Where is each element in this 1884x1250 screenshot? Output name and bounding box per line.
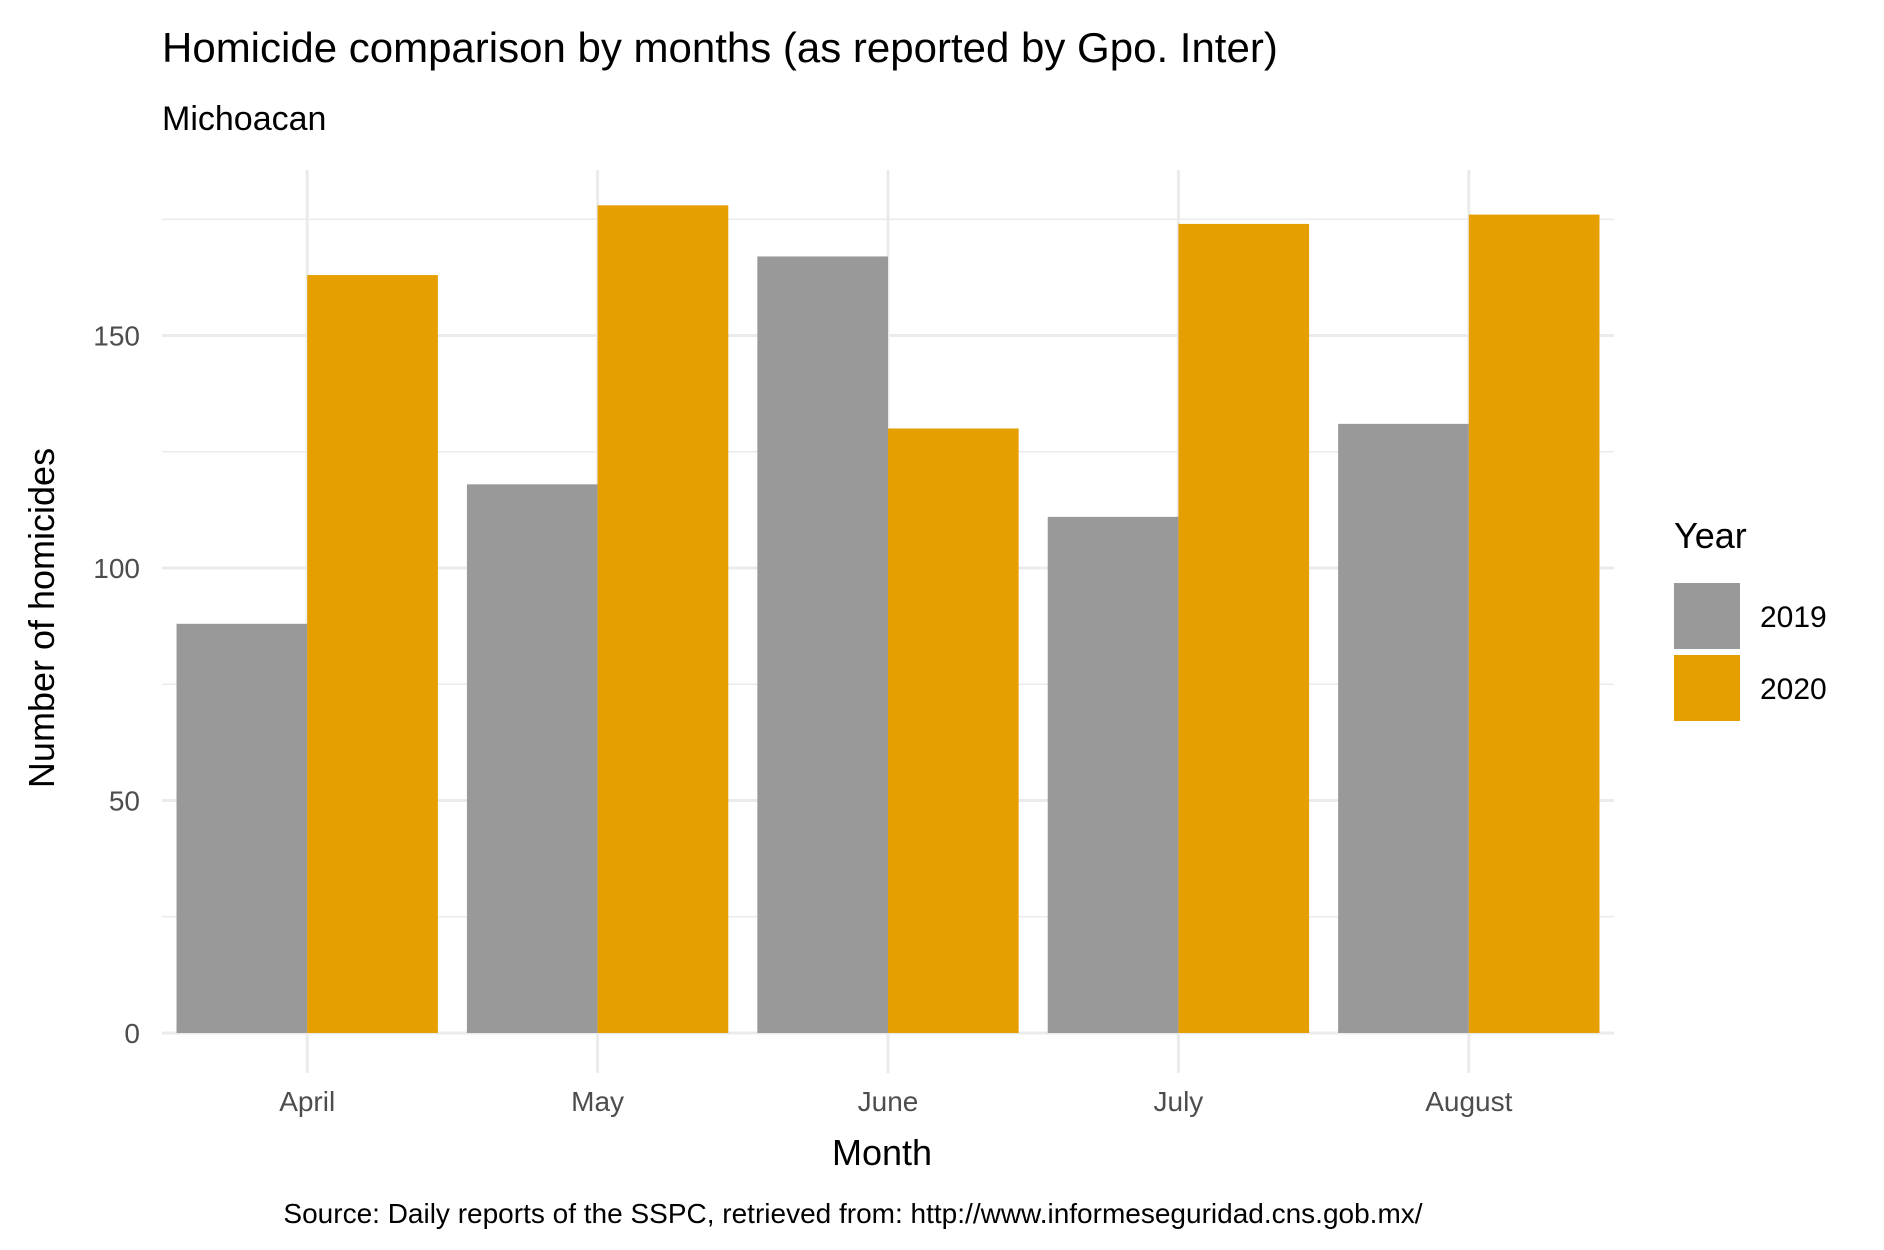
x-tick-label: May [571,1086,624,1117]
bar-june-2019 [757,256,888,1033]
x-tick-label: June [858,1086,919,1117]
bar-april-2020 [307,275,438,1033]
legend-label-2020: 2020 [1760,673,1827,706]
y-axis-title: Number of homicides [21,448,62,788]
legend: Year 2019 2020 [1674,515,1827,721]
bar-may-2019 [466,484,598,1033]
x-tick-label: July [1154,1086,1204,1117]
x-tick-label: August [1425,1086,1512,1117]
legend-items: 2019 2020 [1674,583,1827,721]
x-axis-title: Month [832,1132,932,1173]
bar-june-2020 [888,428,1019,1033]
bar-july-2019 [1047,516,1179,1033]
bar-august-2020 [1468,214,1600,1034]
bar-august-2019 [1338,423,1469,1034]
y-tick-label: 50 [109,786,140,817]
bars [176,205,1600,1034]
legend-key-2020 [1674,655,1740,721]
y-tick-label: 150 [93,321,140,352]
bar-july-2020 [1178,223,1310,1033]
y-tick-labels: 0 50 100 150 [93,321,140,1050]
legend-label-2019: 2019 [1760,601,1827,634]
bar-may-2020 [597,205,729,1034]
y-tick-label: 0 [124,1018,140,1049]
bar-april-2019 [176,623,308,1033]
x-tick-labels: April May June July August [279,1086,1512,1117]
y-tick-label: 100 [93,553,140,584]
legend-key-2019 [1674,583,1740,649]
chart-title: Homicide comparison by months (as report… [162,24,1278,71]
legend-title: Year [1674,515,1747,556]
x-tick-label: April [279,1086,335,1117]
chart-subtitle: Michoacan [162,100,326,138]
chart-caption: Source: Daily reports of the SSPC, retri… [283,1198,1422,1229]
